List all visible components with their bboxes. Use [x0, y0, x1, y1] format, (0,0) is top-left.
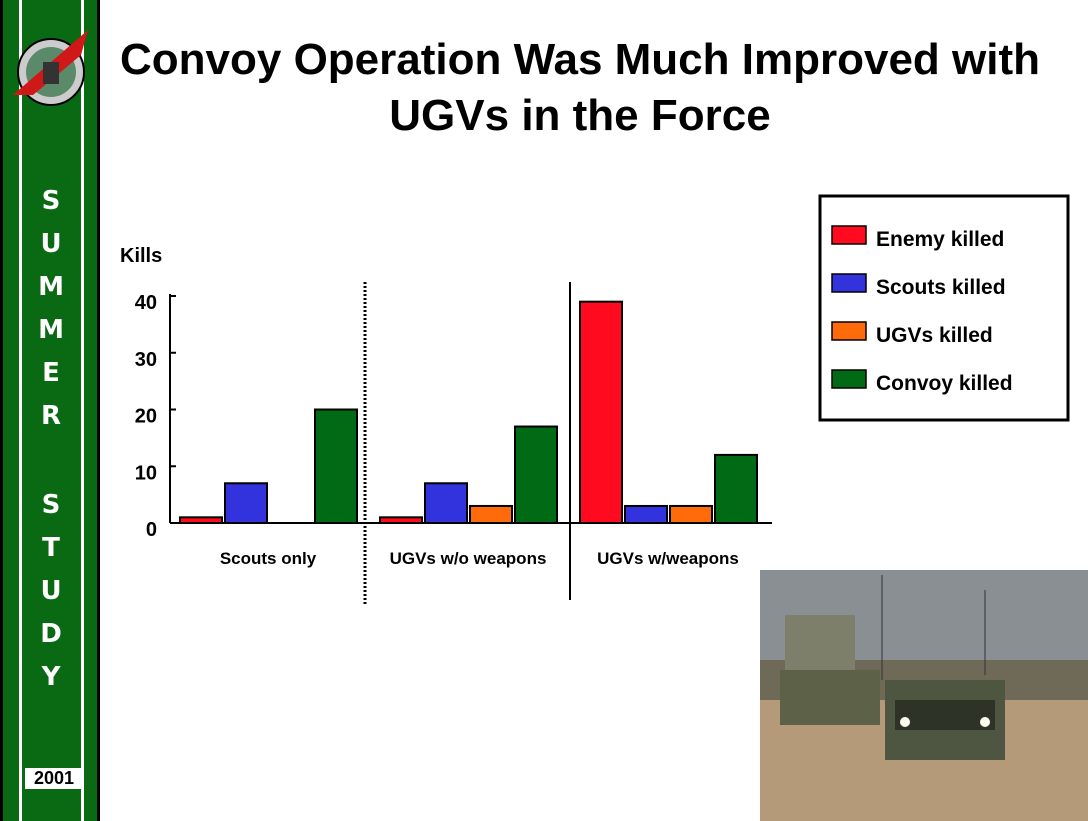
photo — [760, 570, 1088, 821]
y-tick-label: 10 — [135, 462, 157, 484]
bar — [625, 506, 667, 523]
chart: Kills 0 10 20 30 40 Scouts only UGVs w/o weapon… — [0, 0, 1088, 821]
legend-swatch — [832, 226, 866, 244]
bar — [315, 410, 357, 524]
bar — [515, 427, 557, 523]
legend-swatch — [832, 322, 866, 340]
legend-label: Enemy killed — [876, 228, 1004, 251]
y-tick-label: 30 — [135, 349, 157, 371]
bar — [180, 517, 222, 523]
y-tick-label: 0 — [146, 519, 157, 541]
x-tick-label: UGVs w/weapons — [597, 549, 739, 568]
x-tick-label: Scouts only — [220, 549, 317, 568]
y-tick-label: 20 — [135, 406, 157, 428]
bar — [470, 506, 512, 523]
bar — [425, 483, 467, 523]
bar — [670, 506, 712, 523]
legend-label: Scouts killed — [876, 276, 1006, 299]
legend-swatch — [832, 274, 866, 292]
slide: SUMMER STUDY 2001 Convoy Operation Was M… — [0, 0, 1088, 821]
bar — [225, 483, 267, 523]
legend-label: Convoy killed — [876, 372, 1013, 395]
y-axis-label: Kills — [120, 245, 162, 267]
x-tick-label: UGVs w/o weapons — [390, 549, 547, 568]
bar — [715, 455, 757, 523]
bar — [580, 302, 622, 523]
legend-swatch — [832, 370, 866, 388]
bar — [380, 517, 422, 523]
legend-label: UGVs killed — [876, 324, 993, 347]
y-tick-label: 40 — [135, 292, 157, 314]
